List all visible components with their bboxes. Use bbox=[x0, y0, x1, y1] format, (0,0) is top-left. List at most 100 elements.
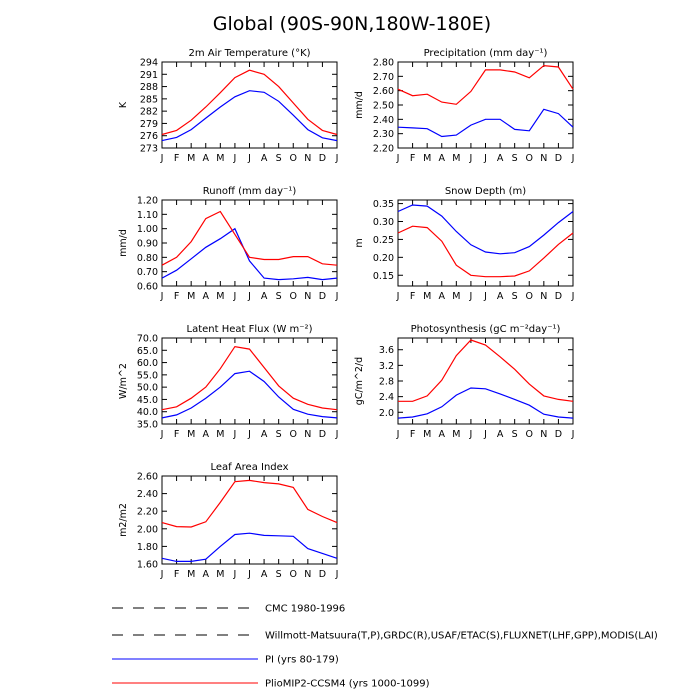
x-tick-label: N bbox=[304, 569, 311, 580]
x-tick-label: J bbox=[483, 429, 487, 440]
y-tick-label: 40.0 bbox=[137, 407, 158, 418]
x-tick-label: J bbox=[469, 291, 473, 302]
plot-frame bbox=[161, 337, 338, 425]
x-tick-label: S bbox=[276, 153, 282, 164]
y-tick-label: 282 bbox=[140, 107, 158, 118]
y-tick-label: 70.0 bbox=[137, 334, 158, 345]
series-line bbox=[161, 90, 338, 142]
plot-frame bbox=[161, 475, 338, 565]
x-tick-label: J bbox=[469, 153, 473, 164]
x-tick-label: A bbox=[203, 153, 210, 164]
chart-panel: Snow Depth (m)0.150.200.250.300.35J F M A M J… bbox=[354, 186, 574, 302]
y-tick-label: 2.00 bbox=[137, 524, 158, 535]
x-tick-label: J bbox=[160, 429, 164, 440]
x-tick-label: M bbox=[187, 153, 195, 164]
y-tick-label: 0.20 bbox=[373, 253, 394, 264]
legend-label: Willmott-Matsuura(T,P),GRDC(R),USAF/ETAC… bbox=[265, 631, 658, 642]
chart-panel: Latent Heat Flux (W m⁻²) 35.0 40.045.050.0… bbox=[118, 324, 338, 440]
x-tick-label: A bbox=[497, 153, 504, 164]
x-tick-label: S bbox=[276, 569, 282, 580]
panel-title: Photosynthesis (gC m⁻²day⁻¹) bbox=[411, 324, 561, 335]
y-tick-label: 2.60 bbox=[373, 86, 394, 97]
x-tick-label: M bbox=[452, 291, 460, 302]
y-tick-label: 0.60 bbox=[137, 282, 158, 293]
x-tick-label: J bbox=[247, 569, 251, 580]
y-tick-label: 276 bbox=[140, 131, 158, 142]
x-tick-label: O bbox=[290, 291, 297, 302]
x-tick-label: D bbox=[555, 153, 562, 164]
x-tick-label: O bbox=[526, 429, 533, 440]
y-tick-label: 2.40 bbox=[137, 489, 158, 500]
x-tick-label: M bbox=[423, 429, 431, 440]
x-tick-label: M bbox=[187, 569, 195, 580]
y-tick-label: 55.0 bbox=[137, 370, 158, 381]
figure-title: Global (90S-90N,180W-180E) bbox=[213, 13, 491, 35]
x-tick-label: A bbox=[261, 153, 268, 164]
y-tick-label: 2.40 bbox=[373, 115, 394, 126]
panel-title: Snow Depth (m) bbox=[445, 186, 526, 197]
panel-title: Leaf Area Index bbox=[210, 462, 288, 473]
x-tick-label: M bbox=[452, 429, 460, 440]
series-line bbox=[161, 210, 338, 266]
x-tick-label: M bbox=[187, 429, 195, 440]
x-tick-label: J bbox=[247, 153, 251, 164]
x-tick-label: A bbox=[497, 429, 504, 440]
x-tick-label: J bbox=[571, 429, 575, 440]
x-tick-label: J bbox=[335, 429, 339, 440]
y-tick-label: 0.35 bbox=[373, 199, 394, 210]
x-tick-label: N bbox=[304, 429, 311, 440]
x-tick-label: A bbox=[261, 569, 268, 580]
x-tick-label: F bbox=[174, 153, 179, 164]
y-tick-label: 65.0 bbox=[137, 346, 158, 357]
x-tick-label: F bbox=[410, 429, 415, 440]
x-tick-label: J bbox=[335, 153, 339, 164]
x-tick-label: J bbox=[233, 569, 237, 580]
legend-item: CMC 1980-1996 bbox=[112, 604, 345, 615]
chart-panel: Leaf Area Index 1.60 1.80 2.00 2.20 2.40 2.60 J… bbox=[118, 462, 338, 580]
series-line bbox=[397, 108, 574, 138]
x-tick-label: D bbox=[555, 429, 562, 440]
x-tick-label: J bbox=[335, 569, 339, 580]
panel-title: Precipitation (mm day⁻¹) bbox=[424, 48, 548, 59]
y-tick-label: 0.30 bbox=[373, 217, 394, 228]
x-tick-label: D bbox=[319, 569, 326, 580]
y-axis-label: mm/d bbox=[354, 91, 365, 119]
legend-item: PlioMIP2-CCSM4 (yrs 1000-1099) bbox=[112, 679, 430, 690]
x-tick-label: J bbox=[571, 153, 575, 164]
y-axis-label: mm/d bbox=[118, 229, 129, 257]
y-axis-label: W/m^2 bbox=[118, 363, 129, 399]
x-tick-label: J bbox=[483, 153, 487, 164]
x-tick-label: N bbox=[540, 429, 547, 440]
x-tick-label: M bbox=[187, 291, 195, 302]
series-line bbox=[397, 387, 574, 419]
x-tick-label: O bbox=[290, 569, 297, 580]
y-tick-label: 0.15 bbox=[373, 271, 394, 282]
x-tick-label: N bbox=[540, 291, 547, 302]
panel-title: Runoff (mm day⁻¹) bbox=[203, 186, 297, 197]
y-tick-label: 291 bbox=[140, 70, 158, 81]
x-tick-label: S bbox=[512, 153, 518, 164]
legend-item: Willmott-Matsuura(T,P),GRDC(R),USAF/ETAC… bbox=[112, 631, 658, 642]
x-tick-label: M bbox=[423, 153, 431, 164]
x-tick-label: J bbox=[396, 291, 400, 302]
y-tick-label: 45.0 bbox=[137, 395, 158, 406]
x-tick-label: J bbox=[160, 291, 164, 302]
series-line bbox=[397, 64, 574, 105]
x-tick-label: J bbox=[233, 291, 237, 302]
legend: CMC 1980-1996 Willmott-Matsuura(T,P),GRDC… bbox=[112, 604, 658, 690]
series-line bbox=[397, 204, 574, 255]
y-tick-label: 2.70 bbox=[373, 72, 394, 83]
y-tick-label: 294 bbox=[140, 58, 158, 69]
x-tick-label: S bbox=[512, 291, 518, 302]
x-tick-label: A bbox=[439, 153, 446, 164]
y-tick-label: 1.10 bbox=[137, 210, 158, 221]
y-tick-label: 279 bbox=[140, 119, 158, 130]
y-tick-label: 2.80 bbox=[373, 58, 394, 69]
x-tick-label: J bbox=[335, 291, 339, 302]
x-tick-label: M bbox=[216, 429, 224, 440]
x-tick-label: F bbox=[410, 291, 415, 302]
x-tick-label: J bbox=[160, 569, 164, 580]
x-tick-label: J bbox=[396, 153, 400, 164]
